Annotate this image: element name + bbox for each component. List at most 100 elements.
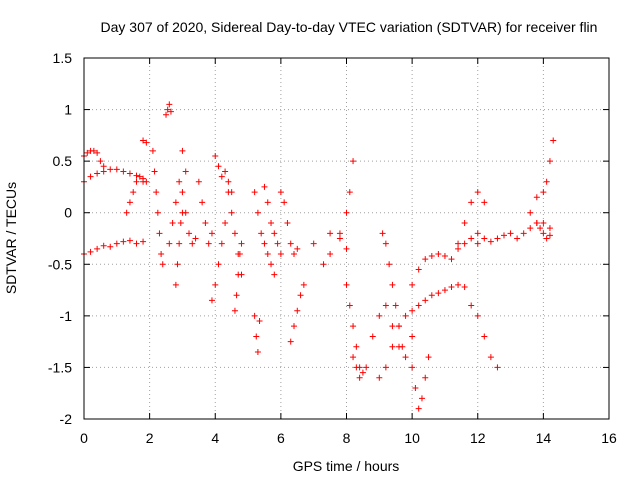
data-point — [386, 261, 393, 268]
series-arc-f — [149, 147, 166, 268]
data-point — [174, 261, 181, 268]
data-point — [422, 256, 429, 263]
y-tick-label: 1.5 — [53, 50, 73, 66]
data-point — [212, 281, 219, 288]
data-point — [281, 199, 288, 206]
data-point — [481, 235, 488, 242]
data-point — [231, 230, 238, 237]
data-point — [533, 194, 540, 201]
data-point — [343, 281, 350, 288]
data-point — [261, 183, 268, 190]
chart-title: Day 307 of 2020, Sidereal Day-to-day VTE… — [101, 19, 598, 35]
data-point — [225, 178, 232, 185]
data-point — [320, 261, 327, 268]
data-point — [195, 178, 202, 185]
data-point — [546, 158, 553, 165]
data-point — [261, 240, 268, 247]
series-arc-z — [376, 281, 468, 381]
series-arc-ae — [474, 220, 553, 247]
data-point — [189, 240, 196, 247]
data-point — [133, 172, 140, 179]
data-point — [113, 240, 120, 247]
data-point — [166, 101, 173, 108]
data-point — [100, 163, 107, 170]
data-point — [300, 281, 307, 288]
data-point — [264, 199, 271, 206]
data-point — [84, 149, 91, 156]
data-point — [336, 230, 343, 237]
data-point — [468, 235, 475, 242]
data-point — [353, 343, 360, 350]
data-point — [140, 137, 147, 144]
data-point — [422, 374, 429, 381]
data-point — [353, 364, 360, 371]
series-arc-a — [81, 147, 107, 170]
data-point — [527, 209, 534, 216]
data-point — [540, 189, 547, 196]
data-point — [186, 230, 192, 237]
data-point — [392, 302, 399, 309]
data-point — [350, 323, 357, 330]
data-point — [291, 323, 297, 330]
data-point — [441, 253, 448, 260]
data-point — [143, 139, 150, 146]
data-point — [533, 220, 540, 227]
data-point — [412, 385, 419, 392]
data-point — [176, 240, 183, 247]
y-tick-label: 0 — [64, 205, 72, 221]
data-point — [94, 245, 101, 252]
data-point — [336, 235, 343, 242]
data-point — [425, 354, 432, 361]
data-point — [94, 170, 101, 177]
data-point — [546, 225, 553, 232]
data-point — [543, 178, 550, 185]
series-arc-r — [261, 183, 281, 247]
series-arc-o — [231, 240, 245, 314]
data-point — [474, 312, 481, 319]
data-point — [415, 405, 422, 412]
x-tick-label: 16 — [601, 430, 617, 446]
data-point — [418, 395, 425, 402]
chart-grid — [84, 58, 609, 419]
data-point — [228, 209, 235, 216]
data-point — [238, 240, 245, 247]
data-point — [474, 240, 481, 247]
data-point — [107, 166, 114, 173]
data-point — [428, 253, 435, 260]
data-point — [126, 170, 133, 177]
data-point — [396, 323, 402, 330]
series-arc-g — [163, 101, 174, 118]
data-point — [294, 245, 301, 252]
data-point — [540, 230, 547, 237]
data-point — [133, 240, 140, 247]
data-point — [363, 364, 370, 371]
data-point — [176, 178, 183, 185]
series-arc-v — [320, 158, 357, 268]
data-point — [468, 302, 475, 309]
y-tick-label: 0.5 — [53, 153, 73, 169]
data-point — [167, 108, 174, 115]
data-point — [268, 220, 275, 227]
data-point — [274, 240, 281, 247]
data-point — [461, 240, 468, 247]
data-point — [254, 209, 261, 216]
data-point — [236, 250, 243, 257]
data-point — [87, 248, 94, 255]
data-point — [251, 312, 258, 319]
data-point — [409, 364, 416, 371]
data-point — [113, 166, 120, 173]
data-point — [327, 250, 334, 257]
x-tick-label: 10 — [404, 430, 420, 446]
data-point — [369, 333, 376, 340]
data-point — [151, 168, 158, 175]
series-arc-c — [81, 237, 147, 257]
data-point — [461, 220, 468, 227]
data-point — [164, 106, 171, 113]
data-point — [222, 220, 229, 227]
data-point — [90, 147, 97, 154]
x-axis-label: GPS time / hours — [293, 458, 400, 474]
data-point — [310, 240, 317, 247]
data-point — [507, 230, 514, 237]
data-point — [258, 230, 265, 237]
data-point — [140, 178, 147, 185]
